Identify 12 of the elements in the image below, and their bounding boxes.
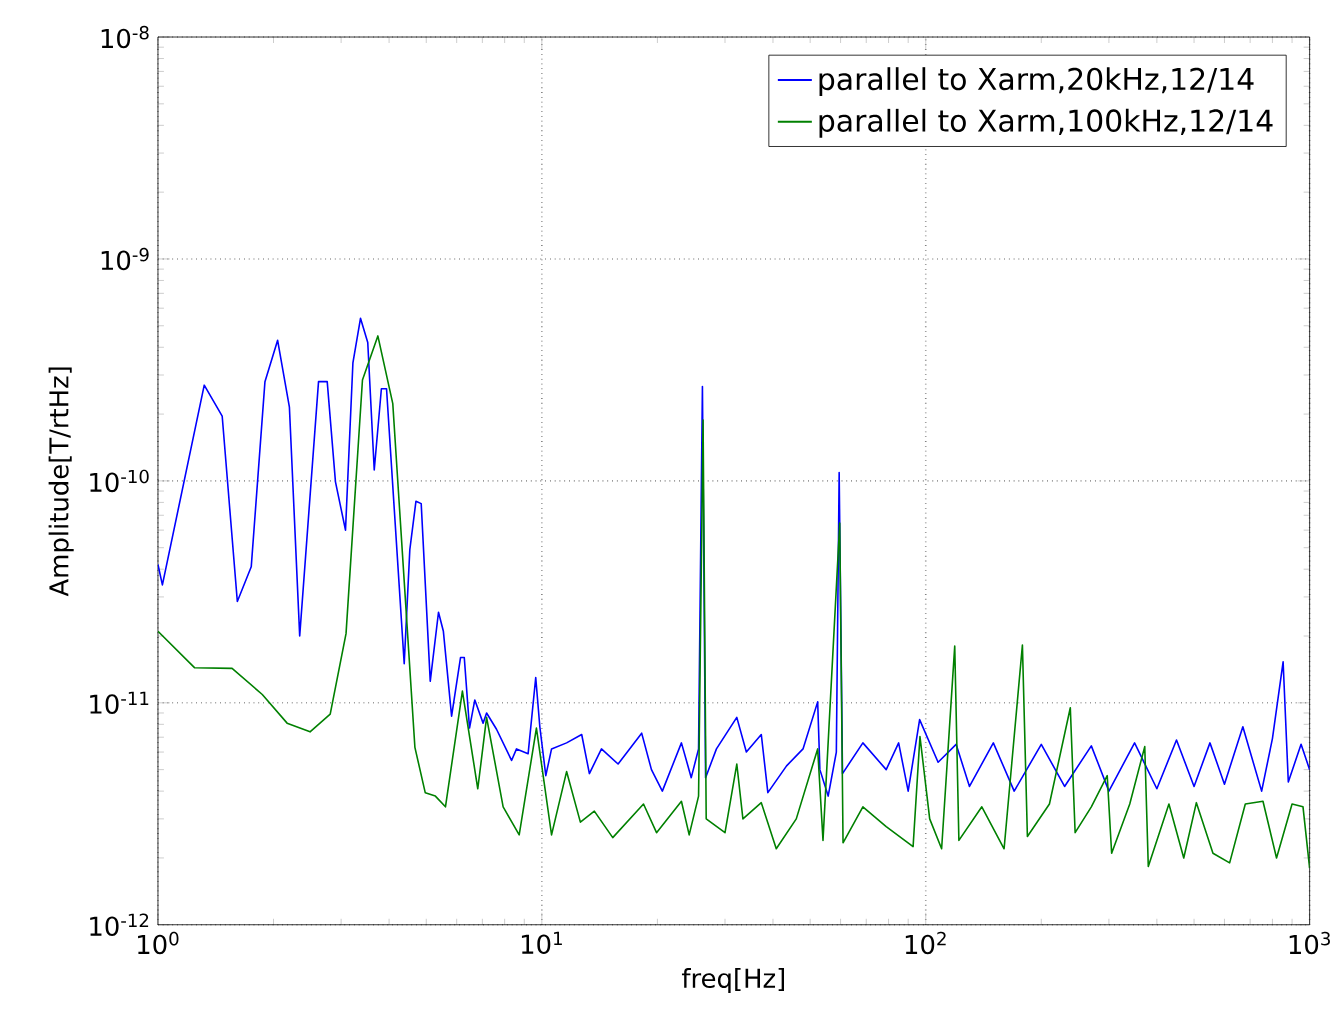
x-tick-label: 10$^{1}$: [521, 931, 562, 955]
legend-label: parallel to Xarm,100kHz,12/14: [819, 108, 1273, 138]
y-tick-label: 10$^{-9}$: [101, 247, 149, 271]
y-axis-title: Amplitude[T/rtHz]: [48, 367, 74, 597]
legend-label: parallel to Xarm,20kHz,12/14: [819, 67, 1254, 97]
x-tick-label: 10$^{0}$: [138, 931, 179, 955]
x-tick-label: 10$^{2}$: [905, 931, 946, 955]
y-tick-label: 10$^{-8}$: [101, 25, 149, 49]
y-tick-label: 10$^{-10}$: [90, 469, 149, 493]
x-tick-label: 10$^{3}$: [1289, 931, 1330, 955]
x-axis-title: freq[Hz]: [681, 968, 784, 994]
y-tick-label: 10$^{-11}$: [90, 691, 149, 715]
